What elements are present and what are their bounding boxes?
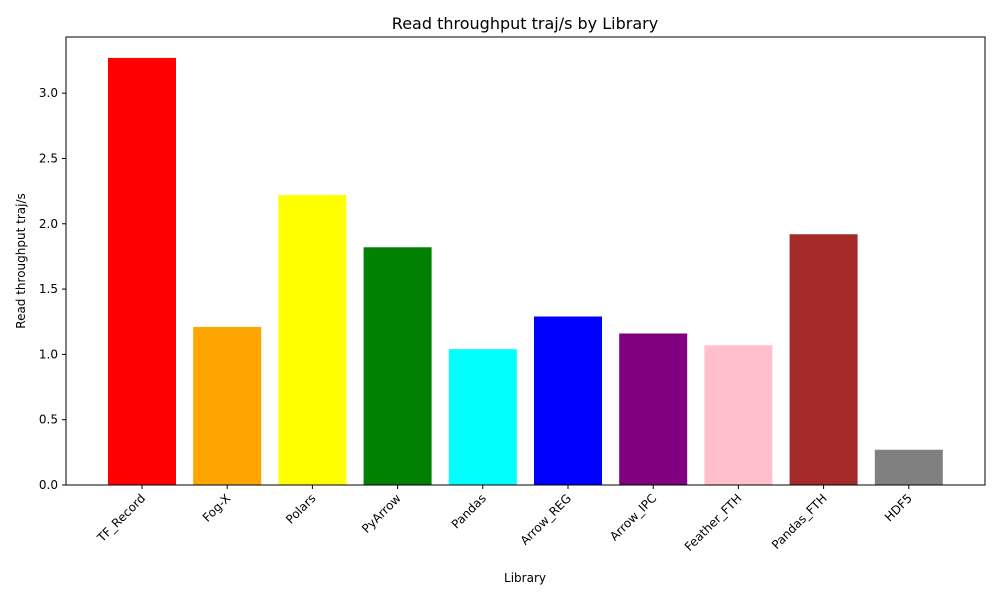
bar-feather-fth <box>704 345 773 485</box>
bar-polars <box>278 195 347 485</box>
y-tick-label: 3.0 <box>39 86 58 100</box>
x-tick-label: HDF5 <box>882 491 915 524</box>
x-tick-label: TF_Record <box>94 491 148 545</box>
x-tick-label: Pandas_FTH <box>769 491 830 552</box>
x-tick-label: Pandas <box>449 491 489 531</box>
x-axis-label: Library <box>504 571 546 585</box>
bar-arrow-ipc <box>619 333 688 485</box>
bar-hdf5 <box>874 449 943 485</box>
y-tick-label: 1.5 <box>39 282 58 296</box>
x-tick-label: Fog-X <box>200 491 234 525</box>
x-tick-label: Polars <box>283 491 318 526</box>
plot-frame <box>65 36 986 486</box>
y-tick-label: 1.0 <box>39 347 58 361</box>
x-tick-label: Arrow_REG <box>518 491 575 548</box>
y-tick-label: 0.5 <box>39 413 58 427</box>
x-tick-label: Feather_FTH <box>682 491 745 554</box>
y-axis-ticks: 0.0 0.5 1.0 1.5 2.0 2.5 3.0 <box>39 86 66 492</box>
bar-arrow-reg <box>534 316 602 485</box>
y-axis-label: Read throughput traj/s <box>14 193 28 328</box>
x-tick-label: Arrow_IPC <box>607 491 659 543</box>
bar-tf-record <box>108 57 176 486</box>
y-tick-label: 0.0 <box>39 478 58 492</box>
bar-pyarrow <box>363 247 432 485</box>
bar-pandas <box>448 349 517 485</box>
y-tick-label: 2.0 <box>39 217 58 231</box>
chart-title: Read throughput traj/s by Library <box>392 14 658 33</box>
y-tick-label: 2.5 <box>39 151 58 165</box>
x-tick-label: PyArrow <box>359 491 404 536</box>
bar-fog-x <box>193 326 262 485</box>
x-axis-ticks: TF_Record Fog-X Polars PyArrow Pandas Arrow_R… <box>94 485 915 554</box>
bars <box>108 57 943 486</box>
bar-pandas-fth <box>789 234 858 485</box>
